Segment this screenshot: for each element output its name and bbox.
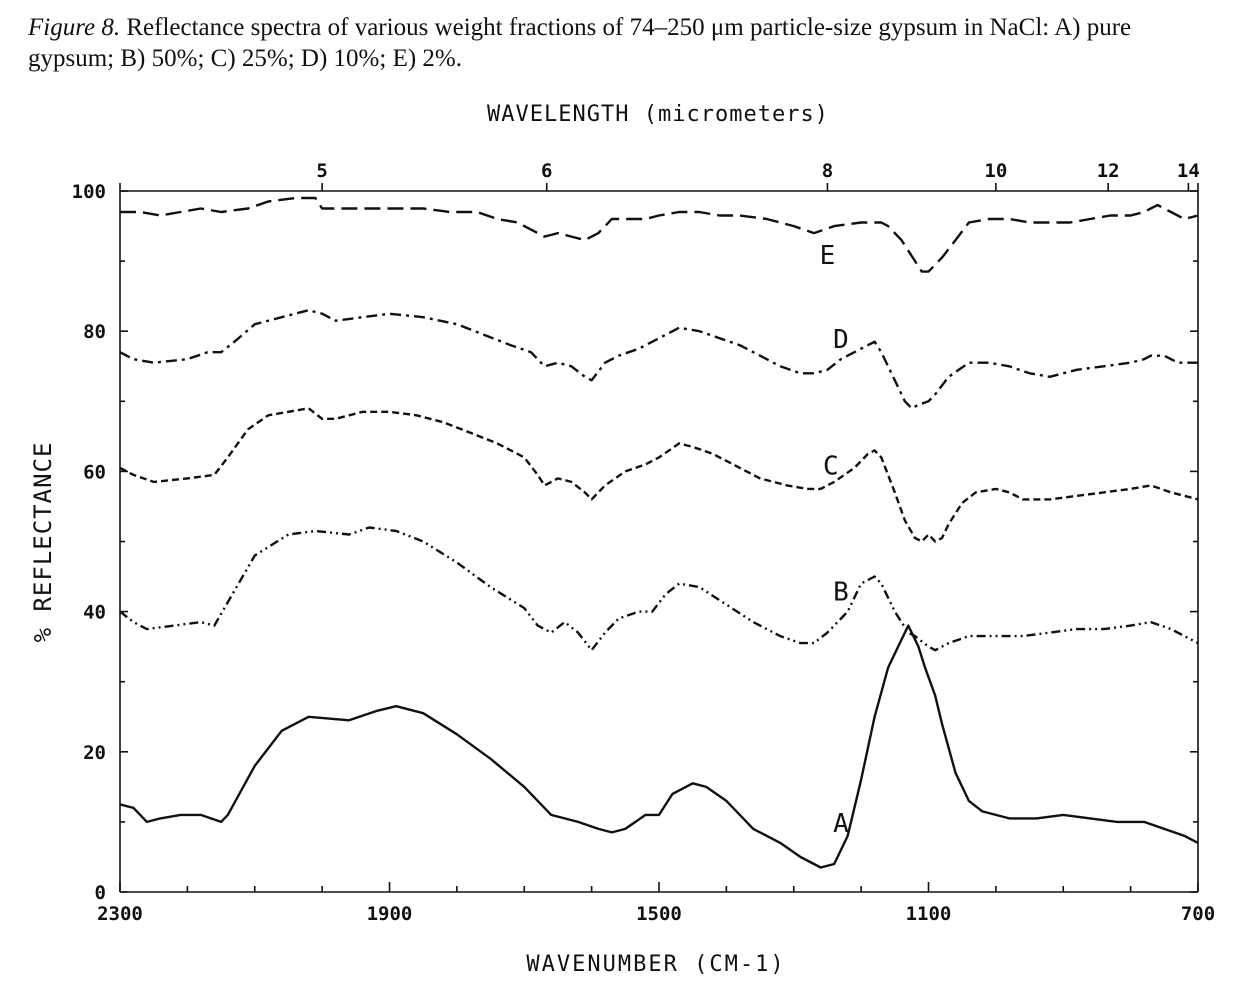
top-tick-label: 12 <box>1097 160 1120 182</box>
top-tick-label: 10 <box>984 160 1007 182</box>
series-label-d: D <box>833 325 849 355</box>
series-label-e: E <box>820 241 836 271</box>
x-axis-title: WAVENUMBER (CM-1) <box>526 952 785 977</box>
top-tick-label: 6 <box>541 160 552 182</box>
x-tick-label: 1500 <box>636 903 682 925</box>
series-label-a: A <box>833 809 849 839</box>
plot-axes: 2300 1900 1500 1100 700 0 20 40 60 80 100 5 6 8 10 12 14 <box>72 160 1215 925</box>
series-label-b: B <box>833 578 849 608</box>
x-tick-label: 700 <box>1181 903 1215 925</box>
y-tick-label: 40 <box>83 602 106 624</box>
x-tick-label: 1900 <box>367 903 413 925</box>
x-tick-label: 1100 <box>906 903 952 925</box>
top-axis-title: WAVELENGTH (micrometers) <box>487 102 829 127</box>
x-tick-label: 2300 <box>97 903 143 925</box>
y-axis-title: % REFLECTANCE <box>29 442 57 643</box>
top-tick-label: 5 <box>316 160 327 182</box>
series-line-d <box>119 309 1198 410</box>
y-tick-label: 0 <box>95 882 106 904</box>
top-tick-label: 14 <box>1177 160 1200 182</box>
figure-caption: Figure 8. Reflectance spectra of various… <box>28 12 1218 74</box>
figure-label: Figure 8. <box>28 14 121 41</box>
series-layer <box>119 196 1199 869</box>
series-line-e <box>120 196 1199 273</box>
y-tick-label: 80 <box>83 321 106 343</box>
y-tick-label: 100 <box>72 181 106 203</box>
figure-caption-text: Reflectance spectra of various weight fr… <box>28 14 1132 72</box>
top-tick-label: 8 <box>822 160 833 182</box>
y-tick-label: 60 <box>83 461 106 483</box>
series-line-b <box>119 526 1199 652</box>
series-label-c: C <box>823 451 839 481</box>
series-line-a <box>119 624 1199 869</box>
y-tick-label: 20 <box>83 742 106 764</box>
labels-layer: WAVELENGTH (micrometers) WAVENUMBER (CM-… <box>29 102 849 977</box>
series-line-c <box>119 407 1199 543</box>
